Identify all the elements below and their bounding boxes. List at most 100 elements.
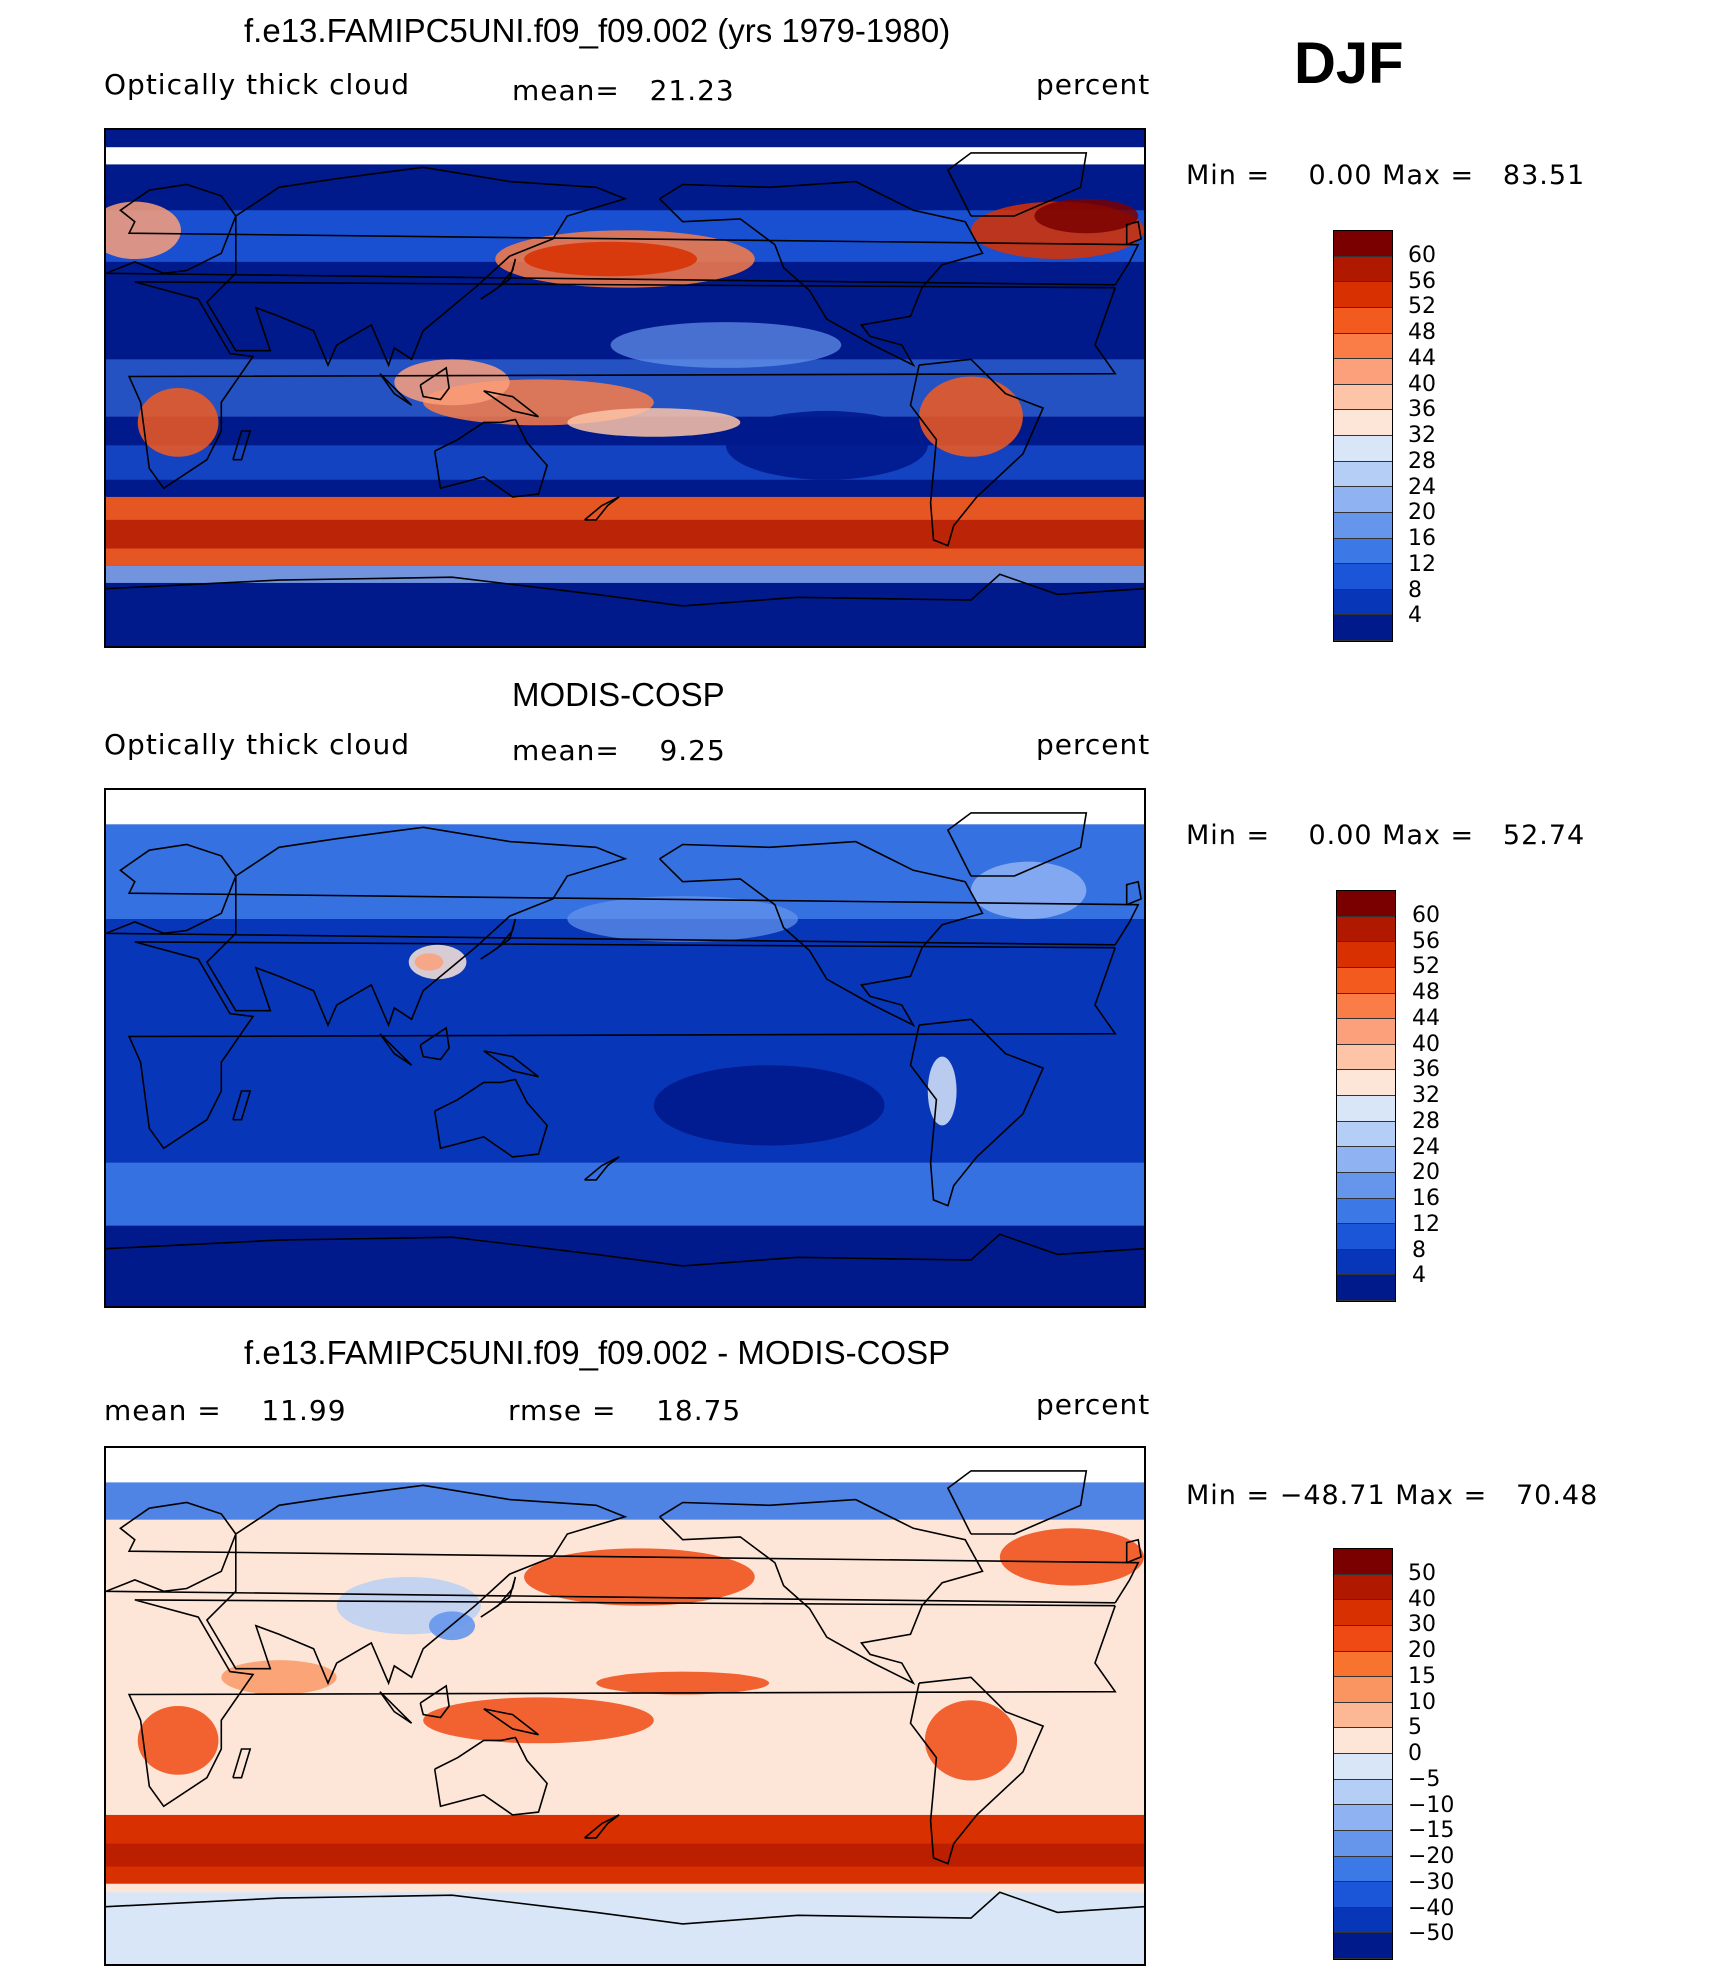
panel1-variable: Optically thick cloud: [104, 68, 410, 101]
colorbar-tick-label: 52: [1408, 294, 1436, 320]
field-region: [414, 953, 444, 971]
colorbar-tick-label: 24: [1412, 1134, 1440, 1160]
panel1-mean: mean= 21.23: [512, 74, 735, 107]
colorbar-swatch: [1337, 1224, 1395, 1250]
colorbar-swatch: [1334, 1907, 1392, 1934]
panel1-units: percent: [1036, 68, 1151, 101]
field-region: [137, 388, 219, 457]
colorbar-swatch: [1337, 967, 1395, 994]
panel3-title: f.e13.FAMIPC5UNI.f09_f09.002 - MODIS-COS…: [244, 1334, 951, 1371]
colorbar-tick-label: −50: [1408, 1921, 1455, 1947]
field-region: [927, 1056, 957, 1126]
colorbar-swatch: [1337, 916, 1395, 943]
colorbar-swatch: [1337, 942, 1395, 968]
colorbar-tick-label: −40: [1408, 1895, 1455, 1921]
coastline: [1125, 220, 1142, 246]
coastline: [106, 1891, 1144, 1925]
colorbar-swatch: [1334, 1651, 1392, 1678]
colorbar-swatch: [1334, 436, 1392, 462]
colorbar-tick-label: −5: [1408, 1766, 1441, 1792]
colorbar-tick-label: 50: [1408, 1560, 1436, 1586]
panel2-mean: mean= 9.25: [512, 734, 726, 767]
colorbar-tick-label: 20: [1412, 1160, 1440, 1186]
colorbar-tick-label: 56: [1408, 268, 1436, 294]
coastline: [584, 496, 620, 521]
coastline: [659, 180, 984, 367]
colorbar-swatch: [1337, 1198, 1395, 1225]
coastline: [106, 573, 1144, 607]
coastline: [205, 826, 628, 1028]
colorbar-tick-label: 52: [1412, 954, 1440, 980]
coastline: [433, 418, 548, 498]
coastline: [419, 366, 450, 401]
colorbar-tick-label: −20: [1408, 1844, 1455, 1869]
colorbar-swatch: [1337, 1070, 1395, 1096]
panel2-colorbar: [1336, 890, 1396, 1302]
coastline: [127, 1599, 1117, 1808]
colorbar-tick-label: 0: [1408, 1741, 1422, 1766]
coastline: [483, 1050, 539, 1078]
panel2-minmax: Min = 0.00 Max = 52.74: [1186, 820, 1586, 851]
coastline: [127, 941, 1117, 1150]
coastline: [232, 1090, 252, 1121]
colorbar-swatch: [1337, 1147, 1395, 1173]
colorbar-tick-label: 60: [1412, 902, 1440, 928]
coastline: [480, 1576, 517, 1618]
coastline: [379, 1691, 413, 1724]
coastline: [433, 1078, 548, 1158]
colorbar-swatch: [1334, 487, 1392, 513]
colorbar-swatch: [1334, 512, 1392, 539]
coastline: [584, 1814, 620, 1839]
colorbar-swatch: [1334, 589, 1392, 616]
coastline: [205, 1484, 628, 1686]
colorbar-swatch: [1334, 461, 1392, 488]
field-region: [924, 1700, 1018, 1781]
field-band: [106, 147, 1144, 165]
coastline: [419, 1026, 450, 1061]
coastline: [659, 840, 984, 1027]
coastline: [483, 390, 539, 418]
colorbar-tick-label: 8: [1408, 577, 1422, 603]
colorbar-tick-label: 40: [1412, 1031, 1440, 1057]
coastline: [480, 918, 517, 960]
colorbar-tick-label: 44: [1408, 345, 1436, 371]
field-band: [106, 1892, 1144, 1964]
colorbar-swatch: [1337, 1019, 1395, 1045]
coastline: [106, 843, 1140, 946]
colorbar-tick-label: 5: [1408, 1715, 1422, 1741]
field-region: [567, 896, 798, 942]
colorbar-swatch: [1334, 538, 1392, 565]
colorbar-swatch: [1337, 993, 1395, 1020]
coastline: [946, 1470, 1088, 1535]
colorbar-swatch: [1334, 1830, 1392, 1857]
colorbar-tick-label: 12: [1412, 1211, 1440, 1237]
colorbar-swatch: [1334, 231, 1392, 257]
panel3-colorbar: [1333, 1548, 1393, 1960]
colorbar-tick-label: 56: [1412, 928, 1440, 954]
colorbar-swatch: [1334, 1549, 1392, 1575]
colorbar-swatch: [1337, 1249, 1395, 1276]
panel1-map: [104, 128, 1146, 648]
panel3-units: percent: [1036, 1388, 1151, 1421]
panel2-title: MODIS-COSP: [512, 676, 725, 713]
colorbar-swatch: [1334, 1882, 1392, 1908]
coastline: [480, 258, 517, 300]
coastline: [1125, 1538, 1142, 1564]
colorbar-tick-label: 4: [1408, 603, 1422, 629]
colorbar-swatch: [1334, 1677, 1392, 1703]
panel2-map: [104, 788, 1146, 1308]
colorbar-swatch: [1337, 1172, 1395, 1199]
colorbar-tick-label: 32: [1408, 423, 1436, 448]
colorbar-swatch: [1334, 1728, 1392, 1754]
panel1-minmax: Min = 0.00 Max = 83.51: [1186, 160, 1586, 191]
coastline: [483, 1708, 539, 1736]
coastline: [659, 1498, 984, 1685]
season-label: DJF: [1294, 31, 1404, 96]
colorbar-swatch: [1334, 1574, 1392, 1601]
colorbar-swatch: [1337, 1121, 1395, 1148]
coastline: [379, 373, 413, 406]
field-region: [1034, 198, 1139, 234]
coastline: [909, 1676, 1045, 1865]
colorbar-tick-label: 36: [1412, 1057, 1440, 1083]
panel1-colorbar: [1333, 230, 1393, 642]
